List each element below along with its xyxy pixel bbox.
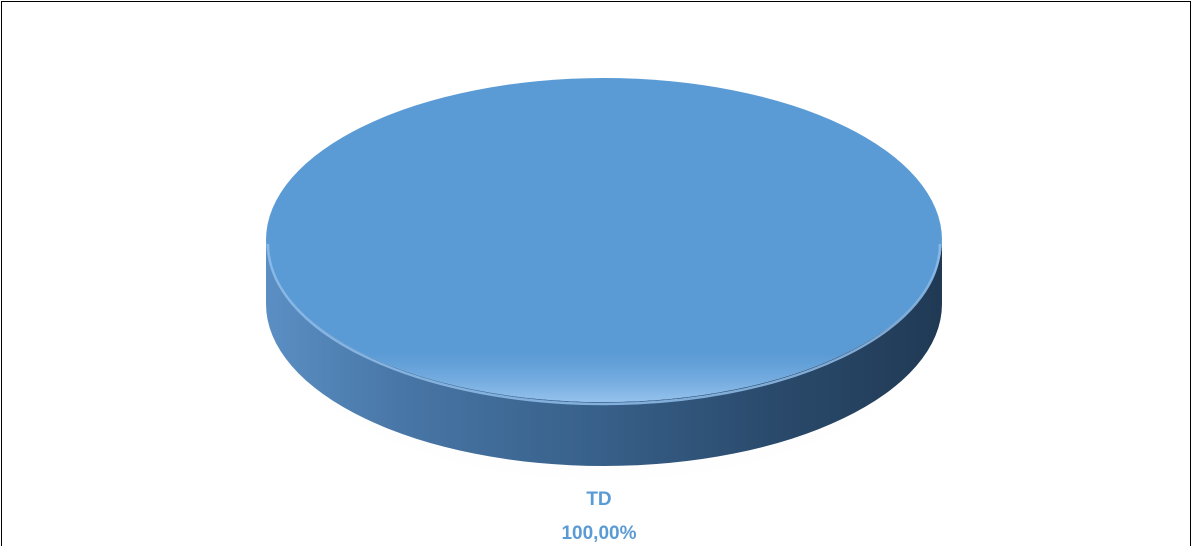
pie-rim-highlight [266, 78, 942, 402]
data-label-value-td: 100,00% [561, 523, 636, 544]
pie-rim-edge [266, 243, 942, 406]
data-label-category-td: TD [586, 489, 611, 510]
pie-slice-side-td [266, 240, 942, 466]
